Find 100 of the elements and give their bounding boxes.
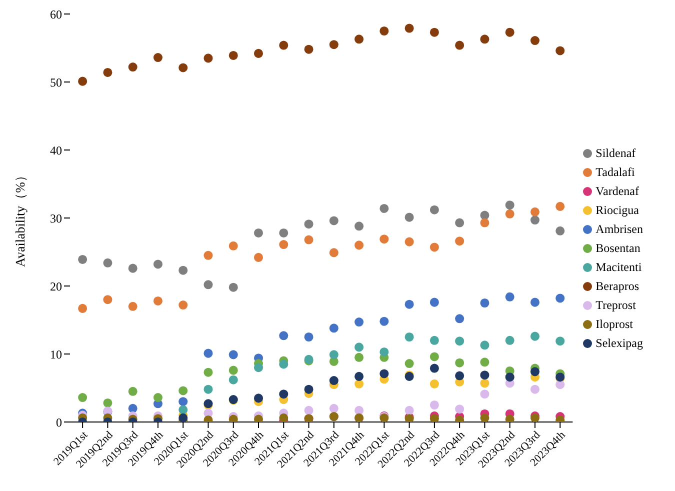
point [404, 237, 414, 246]
point [480, 413, 490, 422]
point [380, 234, 389, 244]
point [380, 316, 389, 326]
point [556, 380, 565, 390]
point [455, 371, 464, 380]
point [354, 372, 364, 381]
point [128, 404, 138, 413]
point [354, 318, 364, 327]
point [304, 332, 314, 342]
point [455, 314, 464, 324]
point [178, 63, 188, 72]
y-tick-label: 50 [50, 75, 62, 90]
point [128, 386, 138, 396]
point [430, 28, 439, 37]
point [480, 370, 490, 380]
point [380, 26, 389, 36]
point [404, 359, 414, 368]
legend-label: Iloprost [596, 316, 634, 330]
y-tick-label: 40 [50, 143, 62, 158]
point [304, 384, 314, 394]
point [556, 294, 565, 303]
point [404, 212, 414, 222]
point [354, 342, 364, 352]
point [404, 406, 414, 415]
point [178, 266, 188, 275]
point [128, 62, 138, 72]
point [505, 28, 514, 37]
point [304, 220, 314, 229]
point [279, 390, 288, 399]
point [480, 218, 490, 228]
y-tick-label: 10 [50, 347, 62, 362]
point [430, 336, 439, 345]
legend-label: Vardenaf [596, 184, 639, 198]
point [505, 414, 514, 422]
point [480, 340, 490, 350]
point [128, 264, 138, 273]
point [480, 390, 490, 399]
point [430, 298, 439, 307]
point [228, 375, 238, 384]
point [153, 296, 162, 306]
point [279, 240, 288, 250]
point [78, 304, 88, 313]
point [178, 386, 188, 396]
point [430, 352, 439, 362]
point [404, 24, 414, 33]
point [404, 332, 414, 342]
point [254, 363, 264, 372]
point [178, 405, 188, 414]
point [530, 298, 540, 307]
point [304, 406, 314, 415]
legend-label: Macitenti [596, 260, 642, 274]
point [78, 76, 88, 86]
point [455, 404, 464, 414]
point [455, 218, 464, 228]
point [530, 216, 540, 225]
point [354, 34, 364, 44]
point [228, 350, 238, 360]
point [254, 48, 264, 58]
point [455, 40, 464, 50]
point [254, 394, 264, 403]
point [279, 413, 288, 422]
point [354, 240, 364, 250]
point [279, 331, 288, 340]
legend-label: Berapros [596, 278, 639, 292]
point [354, 222, 364, 231]
point [103, 295, 112, 304]
point [480, 378, 490, 388]
point [354, 352, 364, 362]
point [153, 260, 162, 269]
point [380, 204, 389, 213]
point [455, 358, 464, 368]
point [430, 400, 439, 410]
legend-label: Sildenaf [596, 146, 636, 160]
y-tick-label: 0 [56, 415, 62, 430]
point [430, 205, 439, 214]
point [505, 200, 514, 210]
point [204, 384, 213, 394]
y-tick-label: 30 [50, 211, 62, 226]
point [279, 228, 288, 238]
point [204, 54, 213, 63]
point [430, 414, 439, 422]
point [505, 336, 514, 345]
point [380, 347, 389, 356]
point [304, 235, 314, 244]
point [204, 250, 213, 260]
point [228, 414, 238, 422]
point [103, 68, 112, 77]
point [556, 336, 565, 346]
point [329, 216, 338, 226]
point [153, 393, 162, 402]
point [354, 406, 364, 415]
point [455, 236, 464, 246]
point [78, 254, 88, 264]
point [530, 207, 540, 216]
legend-label: Ambrisen [596, 222, 643, 236]
point [380, 369, 389, 378]
point [204, 348, 213, 358]
point [254, 228, 264, 238]
point [103, 398, 112, 408]
